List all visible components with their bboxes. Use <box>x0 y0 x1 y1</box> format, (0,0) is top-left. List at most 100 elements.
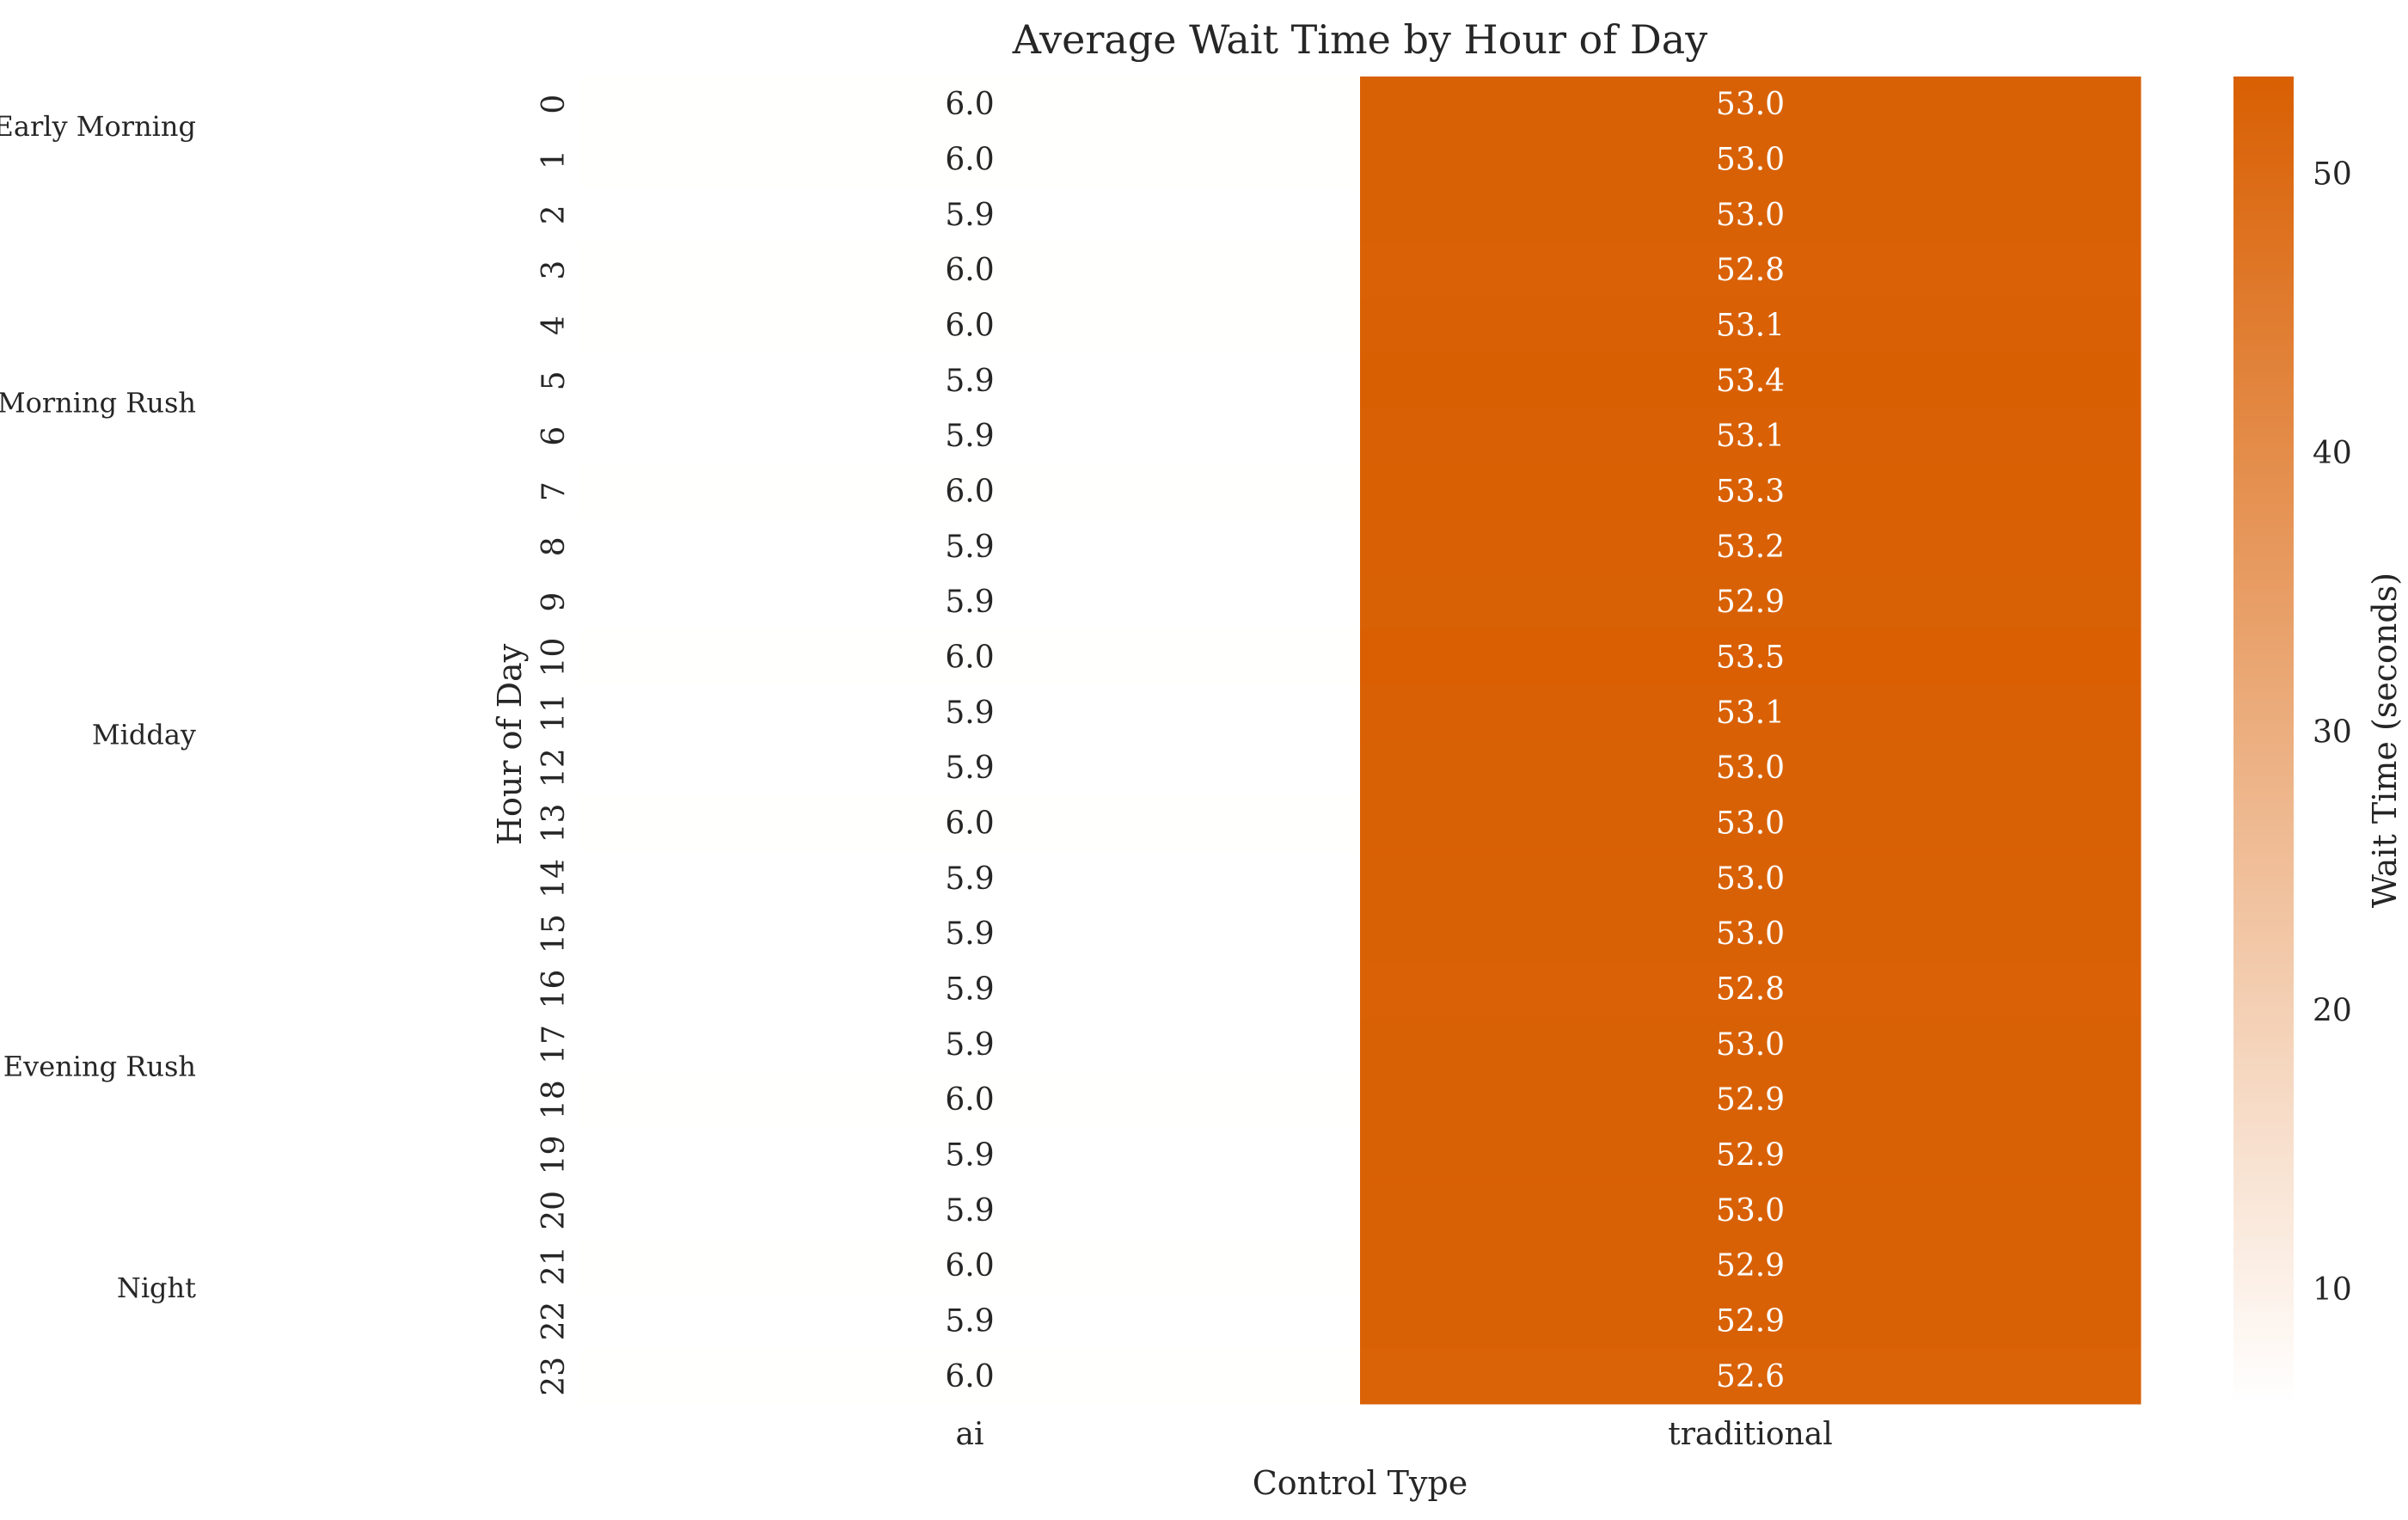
y-tick-label: 10 <box>536 638 572 677</box>
period-labels: Early Morning Morning Rush Midday Evening R… <box>0 110 196 1304</box>
heatmap-cell <box>579 352 1361 409</box>
heatmap-cells <box>579 77 2141 1405</box>
heatmap-cell <box>1360 463 2141 520</box>
cell-value: 6.0 <box>945 143 994 178</box>
y-tick-label: 6 <box>536 426 572 446</box>
cell-value: 6.0 <box>945 1359 994 1394</box>
y-tick-label: 21 <box>536 1246 572 1285</box>
y-tick-label: 16 <box>536 970 572 1009</box>
cell-value: 53.0 <box>1716 916 1785 952</box>
cell-value: 5.9 <box>945 1193 994 1229</box>
heatmap-cell <box>1360 1293 2141 1350</box>
x-tick-labels: ai traditional <box>956 1417 1833 1452</box>
cell-value: 53.1 <box>1716 419 1785 454</box>
y-tick-label: 5 <box>536 371 572 390</box>
cell-value: 53.0 <box>1716 87 1785 122</box>
y-tick-label: 3 <box>536 260 572 280</box>
heatmap-cell <box>579 574 1361 630</box>
heatmap-cell <box>579 961 1361 1018</box>
cell-value: 53.5 <box>1716 640 1785 676</box>
cell-value: 6.0 <box>945 309 994 344</box>
heatmap-cell <box>579 740 1361 796</box>
cell-value: 52.8 <box>1716 972 1785 1008</box>
cell-value: 52.9 <box>1716 1082 1785 1118</box>
heatmap-cell <box>579 297 1361 354</box>
cell-value: 5.9 <box>945 419 994 454</box>
y-tick-label: 20 <box>536 1191 572 1230</box>
cell-value: 6.0 <box>945 253 994 288</box>
cell-value: 6.0 <box>945 1082 994 1118</box>
cell-value: 6.0 <box>945 640 994 676</box>
y-tick-label: 19 <box>536 1136 572 1175</box>
cell-value: 53.3 <box>1716 475 1785 510</box>
cell-value: 5.9 <box>945 861 994 897</box>
heatmap-cell <box>1360 1238 2141 1294</box>
cell-value: 5.9 <box>945 916 994 952</box>
heatmap-cell <box>1360 850 2141 907</box>
colorbar-ticks: 10 20 30 40 50 <box>2313 157 2352 1308</box>
colorbar-label: Wait Time (seconds) <box>2366 573 2404 908</box>
cell-value: 53.0 <box>1716 1193 1785 1229</box>
heatmap-cell <box>579 629 1361 686</box>
colorbar-tick-label: 30 <box>2313 714 2352 750</box>
cell-value: 52.9 <box>1716 1248 1785 1284</box>
y-tick-label: 22 <box>536 1302 572 1341</box>
cell-value: 52.9 <box>1716 585 1785 620</box>
cell-value: 5.9 <box>945 972 994 1008</box>
heatmap-cell <box>579 795 1361 852</box>
heatmap-cell <box>579 1182 1361 1239</box>
heatmap-cell <box>579 1238 1361 1294</box>
cell-value: 53.0 <box>1716 1027 1785 1063</box>
y-tick-label: 12 <box>536 748 572 788</box>
y-tick-label: 8 <box>536 536 572 556</box>
heatmap-cell <box>579 77 1361 132</box>
heatmap-cell <box>579 1127 1361 1184</box>
period-label: Early Morning <box>0 110 196 143</box>
y-tick-label: 18 <box>536 1080 572 1119</box>
heatmap-cell <box>579 1293 1361 1350</box>
heatmap-cell <box>579 1016 1361 1073</box>
heatmap-cell <box>579 518 1361 575</box>
x-tick-label: ai <box>956 1417 984 1452</box>
y-tick-label: 13 <box>536 804 572 843</box>
cell-value: 52.9 <box>1716 1304 1785 1339</box>
cell-value: 53.2 <box>1716 530 1785 565</box>
y-axis-label: Hour of Day <box>491 643 529 845</box>
heatmap-cell <box>1360 1072 2141 1128</box>
cell-value: 5.9 <box>945 530 994 565</box>
cell-value: 5.9 <box>945 751 994 786</box>
heatmap-cell <box>579 187 1361 243</box>
cell-value: 6.0 <box>945 475 994 510</box>
y-tick-label: 0 <box>536 95 572 114</box>
colorbar-tick-label: 10 <box>2313 1272 2352 1308</box>
cell-value: 52.9 <box>1716 1138 1785 1174</box>
colorbar-tick-label: 20 <box>2313 994 2352 1029</box>
heatmap-cell <box>1360 297 2141 354</box>
y-tick-label: 2 <box>536 205 572 224</box>
cell-value: 53.4 <box>1716 364 1785 399</box>
period-label: Morning Rush <box>0 387 196 420</box>
heatmap-cell <box>1360 77 2141 132</box>
heatmap-cell <box>1360 1348 2141 1405</box>
heatmap-cell <box>579 463 1361 520</box>
y-tick-label: 15 <box>536 914 572 953</box>
heatmap-cell <box>1360 518 2141 575</box>
period-label: Evening Rush <box>3 1051 196 1083</box>
y-tick-label: 7 <box>536 481 572 501</box>
heatmap-cell <box>1360 684 2141 741</box>
cell-value: 6.0 <box>945 87 994 122</box>
heatmap-cell <box>579 1072 1361 1128</box>
cell-value: 53.0 <box>1716 806 1785 842</box>
cell-value: 5.9 <box>945 696 994 731</box>
x-tick-label: traditional <box>1668 1417 1833 1452</box>
colorbar-tick-label: 50 <box>2313 157 2352 193</box>
cell-value: 5.9 <box>945 1304 994 1339</box>
cell-value: 53.0 <box>1716 861 1785 897</box>
heatmap-cell <box>579 1348 1361 1405</box>
x-axis-label: Control Type <box>1253 1464 1468 1502</box>
heatmap-cell <box>579 132 1361 188</box>
y-tick-label: 1 <box>536 150 572 169</box>
heatmap-cell <box>1360 187 2141 243</box>
